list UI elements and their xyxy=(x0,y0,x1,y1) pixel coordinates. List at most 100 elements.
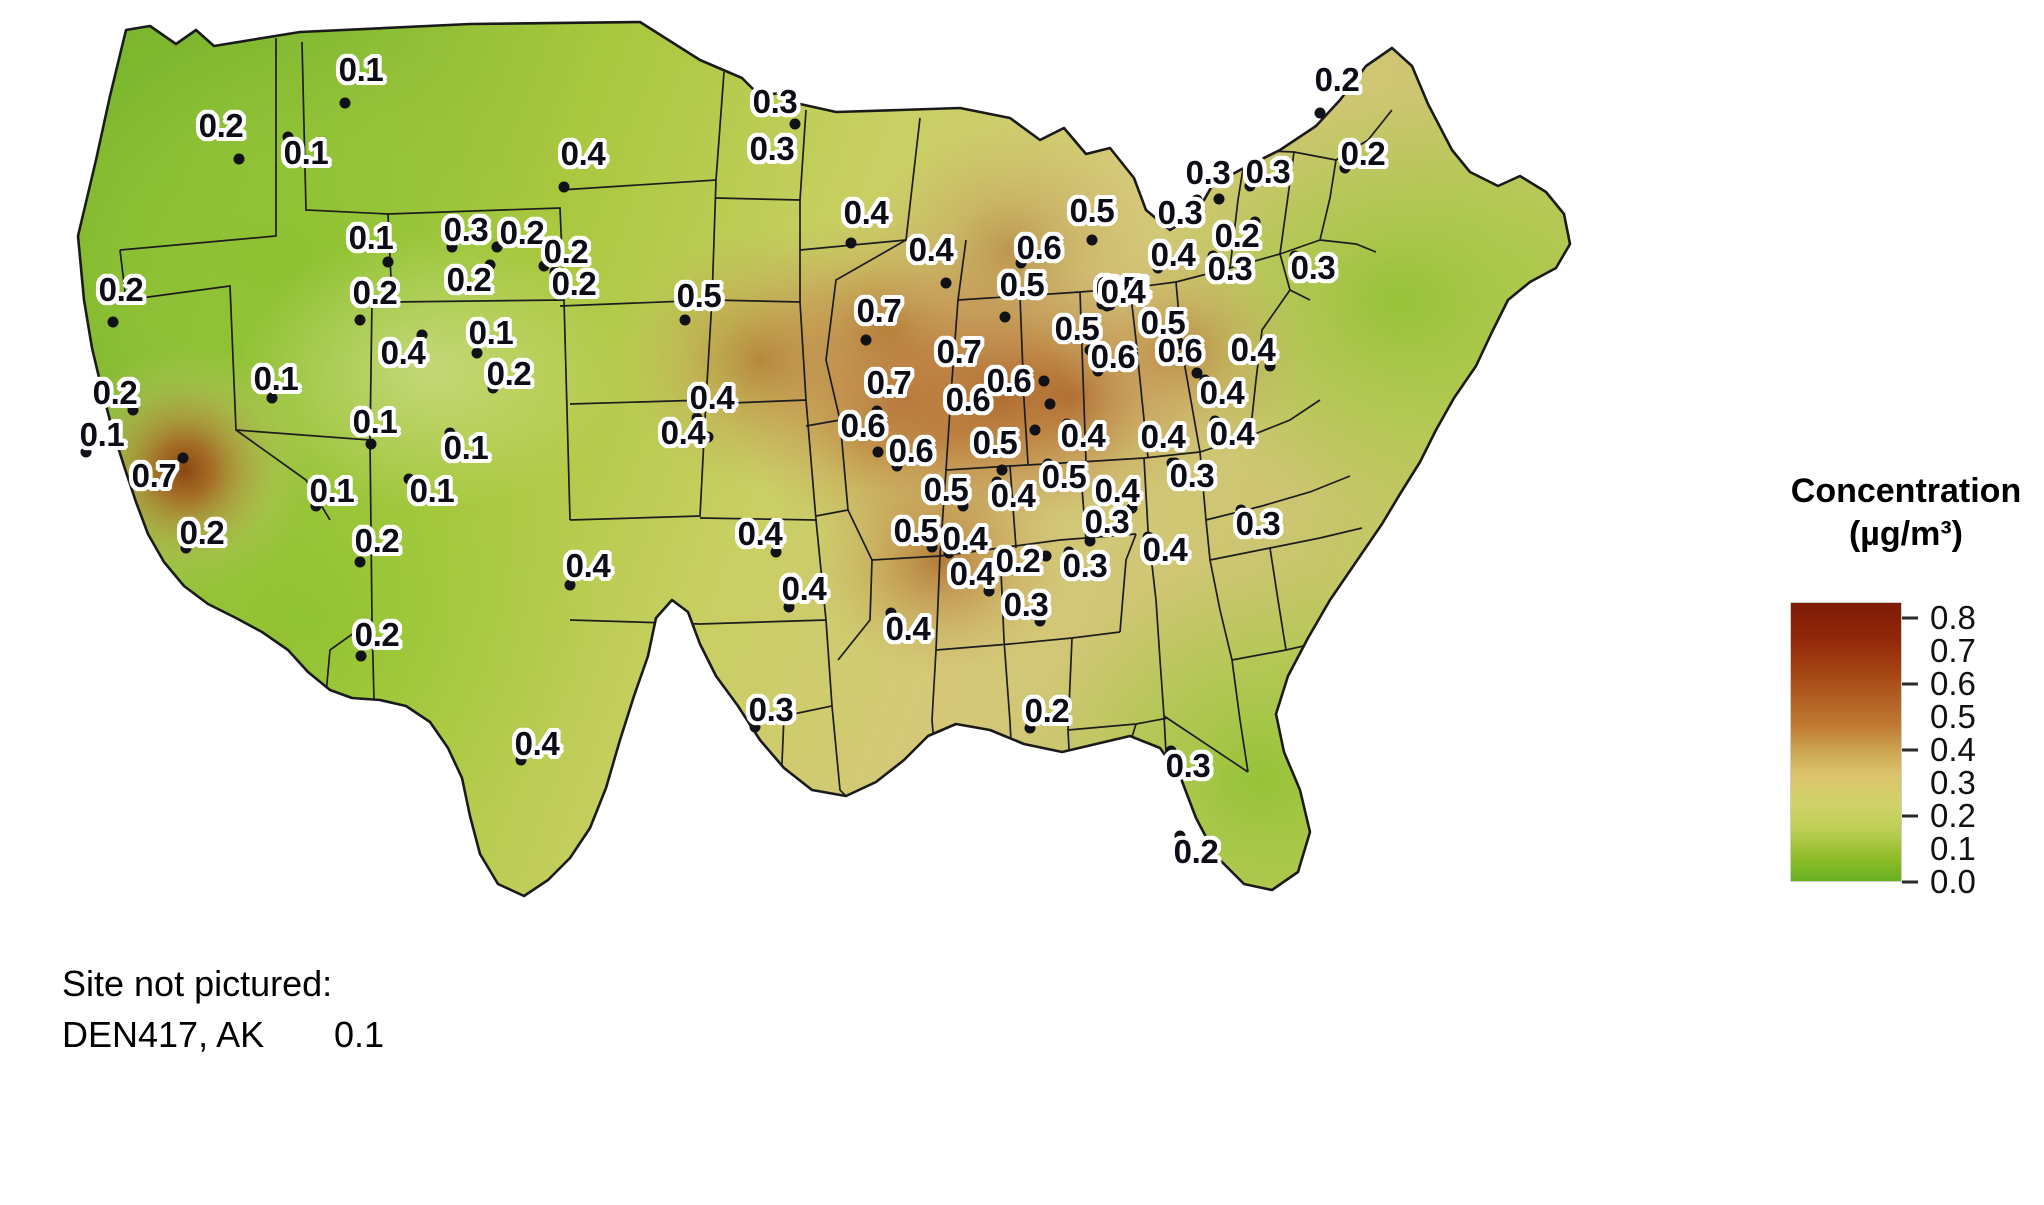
footnote-heading: Site not pictured: xyxy=(62,963,333,1004)
footnote-block: Site not pictured: DEN417, AK 0.1 xyxy=(62,958,384,1060)
monitoring-site-dot xyxy=(1086,234,1098,246)
monitoring-site-dot xyxy=(355,650,367,662)
legend-tick-label: 0.4 xyxy=(1930,731,1976,769)
legend-tick-label: 0.0 xyxy=(1930,863,1976,900)
monitoring-site-dot xyxy=(871,405,883,417)
interpolated-surface xyxy=(78,22,1570,896)
monitoring-site-dot xyxy=(1207,250,1219,262)
monitoring-site-dot xyxy=(403,473,415,485)
monitoring-site-dot xyxy=(365,438,377,450)
monitoring-site-dot xyxy=(943,547,955,559)
monitoring-site-dot xyxy=(310,500,322,512)
monitoring-site-dot xyxy=(691,412,703,424)
monitoring-site-dot xyxy=(885,607,897,619)
monitoring-site-dot xyxy=(1235,504,1247,516)
monitoring-site-dot xyxy=(354,314,366,326)
monitoring-site-dot xyxy=(1244,180,1256,192)
monitoring-site-dot xyxy=(107,316,119,328)
monitoring-site-dot xyxy=(1191,194,1203,206)
monitoring-site-dot xyxy=(1084,535,1096,547)
monitoring-site-dot xyxy=(444,427,456,439)
monitoring-site-dot xyxy=(1084,344,1096,356)
monitoring-site-dot xyxy=(983,585,995,597)
monitoring-site-dot xyxy=(1061,418,1073,430)
monitoring-site-dot xyxy=(783,601,795,613)
legend-title-line2: (µg/m³) xyxy=(1848,514,1963,553)
legend-panel: Concentration (µg/m³) 0.8 0.7 0.6 0.5 0.4 0.3… xyxy=(1768,0,2044,1205)
us-choropleth-surface xyxy=(76,20,1572,898)
monitoring-site-dot xyxy=(180,542,192,554)
monitoring-site-dot xyxy=(538,260,550,272)
monitoring-site-dot xyxy=(339,97,351,109)
monitoring-site-dot xyxy=(999,311,1011,323)
monitoring-site-dot xyxy=(549,266,561,278)
monitoring-site-dot xyxy=(1249,216,1261,228)
footnote-site-row: DEN417, AK 0.1 xyxy=(62,1009,384,1060)
monitoring-site-dot xyxy=(416,329,428,341)
monitoring-site-dot xyxy=(845,237,857,249)
monitoring-site-dot xyxy=(872,446,884,458)
monitoring-site-dot xyxy=(1142,531,1154,543)
legend-tick-label: 0.5 xyxy=(1930,698,1976,736)
monitoring-site-dot xyxy=(702,431,714,443)
monitoring-site-dot xyxy=(491,241,503,253)
monitoring-site-dot xyxy=(266,392,278,404)
monitoring-site-dot xyxy=(558,181,570,193)
legend-colorbar-wrap: 0.8 0.7 0.6 0.5 0.4 0.3 0.2 0.1 0.0 xyxy=(1790,599,2044,900)
monitoring-site-dot xyxy=(957,500,969,512)
legend-tick-mark xyxy=(1902,880,1918,884)
monitoring-site-dot xyxy=(484,259,496,271)
monitoring-site-dot xyxy=(1038,375,1050,387)
monitoring-site-dot xyxy=(1029,424,1041,436)
legend-tick-mark xyxy=(1902,682,1918,686)
monitoring-site-dot xyxy=(354,556,366,568)
monitoring-site-dot xyxy=(80,446,92,458)
monitoring-site-dot xyxy=(1092,365,1104,377)
monitoring-site-dot xyxy=(1289,250,1301,262)
monitoring-site-dot xyxy=(446,241,458,253)
monitoring-site-dot xyxy=(487,382,499,394)
monitoring-site-dot xyxy=(1042,458,1054,470)
monitoring-site-dot xyxy=(127,404,139,416)
monitoring-site-dot xyxy=(1174,338,1186,350)
monitoring-site-dot xyxy=(1213,193,1225,205)
monitoring-site-dot xyxy=(1126,502,1138,514)
legend-tick-labels: 0.8 0.7 0.6 0.5 0.4 0.3 0.2 0.1 0.0 xyxy=(1930,599,2040,900)
legend-title-line1: Concentration xyxy=(1790,472,2022,510)
monitoring-site-dot xyxy=(891,460,903,472)
legend-tick-label: 0.6 xyxy=(1930,665,1976,703)
monitoring-site-dot xyxy=(679,314,691,326)
monitoring-site-dot xyxy=(991,476,1003,488)
monitoring-site-dot xyxy=(1165,745,1177,757)
monitoring-site-dot xyxy=(233,153,245,165)
footnote-site-value: 0.1 xyxy=(334,1014,385,1056)
legend-tick-mark xyxy=(1902,748,1918,752)
legend-colorbar xyxy=(1790,602,1902,882)
legend-tick-mark xyxy=(1902,814,1918,818)
legend-tick-label: 0.7 xyxy=(1930,632,1976,670)
monitoring-site-dot xyxy=(1101,300,1113,312)
footnote-site-id: DEN417, AK xyxy=(62,1014,265,1056)
monitoring-site-dot xyxy=(382,256,394,268)
monitoring-site-dot xyxy=(1063,546,1075,558)
monitoring-site-dot xyxy=(860,334,872,346)
legend-tick-mark xyxy=(1902,616,1918,620)
monitoring-site-dot xyxy=(748,141,760,153)
legend-title: Concentration (µg/m³) xyxy=(1768,470,2044,555)
monitoring-site-dot xyxy=(1040,550,1052,562)
monitoring-site-dot xyxy=(1044,398,1056,410)
monitoring-site-dot xyxy=(1209,415,1221,427)
monitoring-site-dot xyxy=(996,464,1008,476)
monitoring-site-dot xyxy=(1264,360,1276,372)
legend-tick-label: 0.2 xyxy=(1930,797,1976,835)
monitoring-site-dot xyxy=(1152,262,1164,274)
legend-tick-label: 0.8 xyxy=(1930,599,1976,637)
monitoring-site-dot xyxy=(564,579,576,591)
monitoring-site-dot xyxy=(1199,374,1211,386)
monitoring-site-dot xyxy=(789,118,801,130)
legend-tick-label: 0.3 xyxy=(1930,764,1976,802)
monitoring-site-dot xyxy=(1034,615,1046,627)
map-canvas: 0.1 0.2 0.1 0.4 0.3 0.3 0.2 0.2 0.3 0.3 0.4 0.5 0.3 0… xyxy=(62,20,1572,1060)
monitoring-site-dot xyxy=(282,131,294,143)
